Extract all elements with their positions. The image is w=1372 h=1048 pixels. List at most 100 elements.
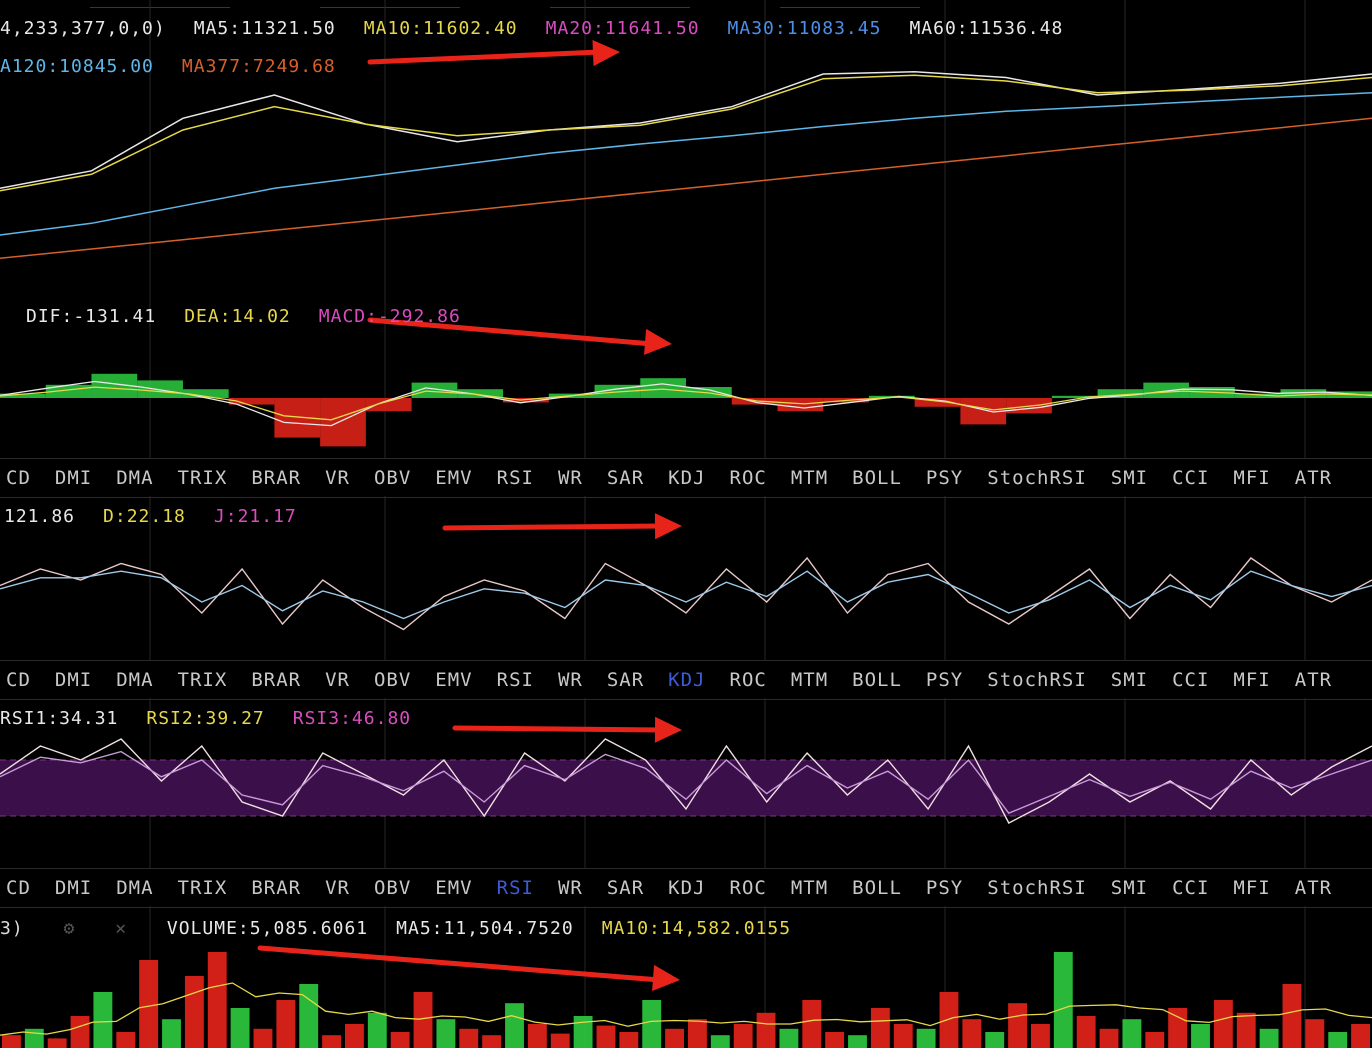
tab-cd[interactable]: CD (6, 467, 31, 489)
volume-bar (299, 984, 319, 1048)
volume-bar (1191, 1024, 1210, 1048)
tab-mtm[interactable]: MTM (790, 669, 829, 691)
volume-bar (1122, 1019, 1142, 1048)
tab-brar[interactable]: BRAR (251, 877, 302, 899)
tab-atr[interactable]: ATR (1294, 467, 1333, 489)
tab-cd[interactable]: CD (6, 877, 31, 899)
tab-sar[interactable]: SAR (606, 467, 645, 489)
tab-dmi[interactable]: DMI (54, 669, 93, 691)
tab-emv[interactable]: EMV (435, 877, 473, 899)
price-header-line2-label: MA377:7249.68 (181, 56, 336, 77)
tab-smi[interactable]: SMI (1110, 669, 1149, 691)
tab-mtm[interactable]: MTM (790, 467, 829, 489)
price-panel: 4,233,377,0,0) MA5:11321.50 MA10:11602.40 M… (0, 0, 1372, 298)
tab-atr[interactable]: ATR (1294, 669, 1333, 691)
macd-bar (640, 378, 686, 398)
volume-bar (596, 1025, 616, 1048)
tab-psy[interactable]: PSY (925, 877, 964, 899)
tab-stochrsi[interactable]: StochRSI (987, 669, 1087, 691)
tab-mfi[interactable]: MFI (1233, 467, 1271, 489)
tab-stochrsi[interactable]: StochRSI (987, 877, 1087, 899)
price-header-line1: 4,233,377,0,0) MA5:11321.50 MA10:11602.40 M… (0, 18, 1091, 48)
tab-smi[interactable]: SMI (1110, 467, 1149, 489)
tab-kdj[interactable]: KDJ (668, 467, 706, 489)
tab-psy[interactable]: PSY (925, 467, 964, 489)
tab-vr[interactable]: VR (325, 669, 350, 691)
volume-bar (207, 952, 227, 1048)
volume-header-label: MA10:14,582.0155 (601, 918, 792, 939)
tab-atr[interactable]: ATR (1294, 877, 1333, 899)
tab-boll[interactable]: BOLL (852, 669, 902, 691)
volume-bar (93, 992, 113, 1048)
tab-emv[interactable]: EMV (435, 669, 473, 691)
tab-kdj[interactable]: KDJ (668, 877, 706, 899)
tab-brar[interactable]: BRAR (251, 669, 302, 691)
price-series-ma10 (0, 74, 1372, 192)
tab-roc[interactable]: ROC (729, 669, 767, 691)
macd-bar (1051, 395, 1098, 398)
tab-emv[interactable]: EMV (435, 467, 473, 489)
volume-bar (230, 1008, 250, 1048)
kdj-series-d (0, 570, 1372, 620)
tab-roc[interactable]: ROC (729, 877, 767, 899)
settings-icon[interactable]: ⚙ (63, 918, 76, 939)
tab-kdj[interactable]: KDJ (668, 669, 706, 691)
tab-dma[interactable]: DMA (116, 669, 154, 691)
tab-stochrsi[interactable]: StochRSI (987, 467, 1087, 489)
tab-trix[interactable]: TRIX (177, 877, 228, 899)
tab-sar[interactable]: SAR (606, 877, 645, 899)
tab-rsi[interactable]: RSI (496, 467, 534, 489)
tab-boll[interactable]: BOLL (852, 467, 902, 489)
volume-bar (962, 1019, 982, 1048)
volume-bar (1008, 1003, 1027, 1048)
tab-psy[interactable]: PSY (925, 669, 964, 691)
volume-bar (1236, 1012, 1256, 1048)
volume-bar (24, 1028, 44, 1048)
tab-brar[interactable]: BRAR (251, 467, 302, 489)
tab-sar[interactable]: SAR (606, 669, 645, 691)
volume-bar (688, 1019, 707, 1048)
volume-bar (756, 1012, 776, 1048)
macd-bar (0, 393, 46, 398)
volume-bar (47, 1038, 67, 1048)
trend-arrow-head (592, 40, 620, 67)
volume-bar (482, 1035, 502, 1048)
tab-dmi[interactable]: DMI (54, 467, 93, 489)
volume-bar (802, 1000, 822, 1048)
volume-bar (848, 1035, 867, 1048)
tab-dmi[interactable]: DMI (54, 877, 93, 899)
tab-mtm[interactable]: MTM (790, 877, 829, 899)
macd-bar (228, 398, 275, 405)
tab-wr[interactable]: WR (557, 669, 583, 691)
tab-dma[interactable]: DMA (116, 877, 154, 899)
tab-obv[interactable]: OBV (373, 877, 412, 899)
volume-bar (459, 1028, 479, 1048)
volume-bar (162, 1019, 181, 1048)
tab-trix[interactable]: TRIX (177, 467, 228, 489)
volume-bar (413, 992, 433, 1048)
tab-wr[interactable]: WR (557, 877, 583, 899)
price-series-ma377 (0, 117, 1372, 260)
close-icon[interactable]: ✕ (115, 918, 128, 939)
tab-cd[interactable]: CD (6, 669, 31, 691)
tab-cci[interactable]: CCI (1172, 669, 1210, 691)
tab-obv[interactable]: OBV (373, 467, 412, 489)
tab-wr[interactable]: WR (557, 467, 583, 489)
volume-bar (1328, 1032, 1348, 1048)
tab-obv[interactable]: OBV (373, 669, 412, 691)
tab-smi[interactable]: SMI (1110, 877, 1149, 899)
tab-vr[interactable]: VR (325, 467, 350, 489)
tab-rsi[interactable]: RSI (496, 877, 534, 899)
tab-mfi[interactable]: MFI (1233, 877, 1271, 899)
price-header-line1-label: MA60:11536.48 (909, 18, 1064, 39)
tab-cci[interactable]: CCI (1172, 467, 1210, 489)
tab-trix[interactable]: TRIX (177, 669, 228, 691)
trend-arrow-head (644, 328, 672, 355)
tab-boll[interactable]: BOLL (852, 877, 902, 899)
tab-cci[interactable]: CCI (1172, 877, 1210, 899)
tab-mfi[interactable]: MFI (1233, 669, 1271, 691)
tab-dma[interactable]: DMA (116, 467, 154, 489)
tab-vr[interactable]: VR (325, 877, 350, 899)
tab-rsi[interactable]: RSI (496, 669, 534, 691)
tab-roc[interactable]: ROC (729, 467, 767, 489)
